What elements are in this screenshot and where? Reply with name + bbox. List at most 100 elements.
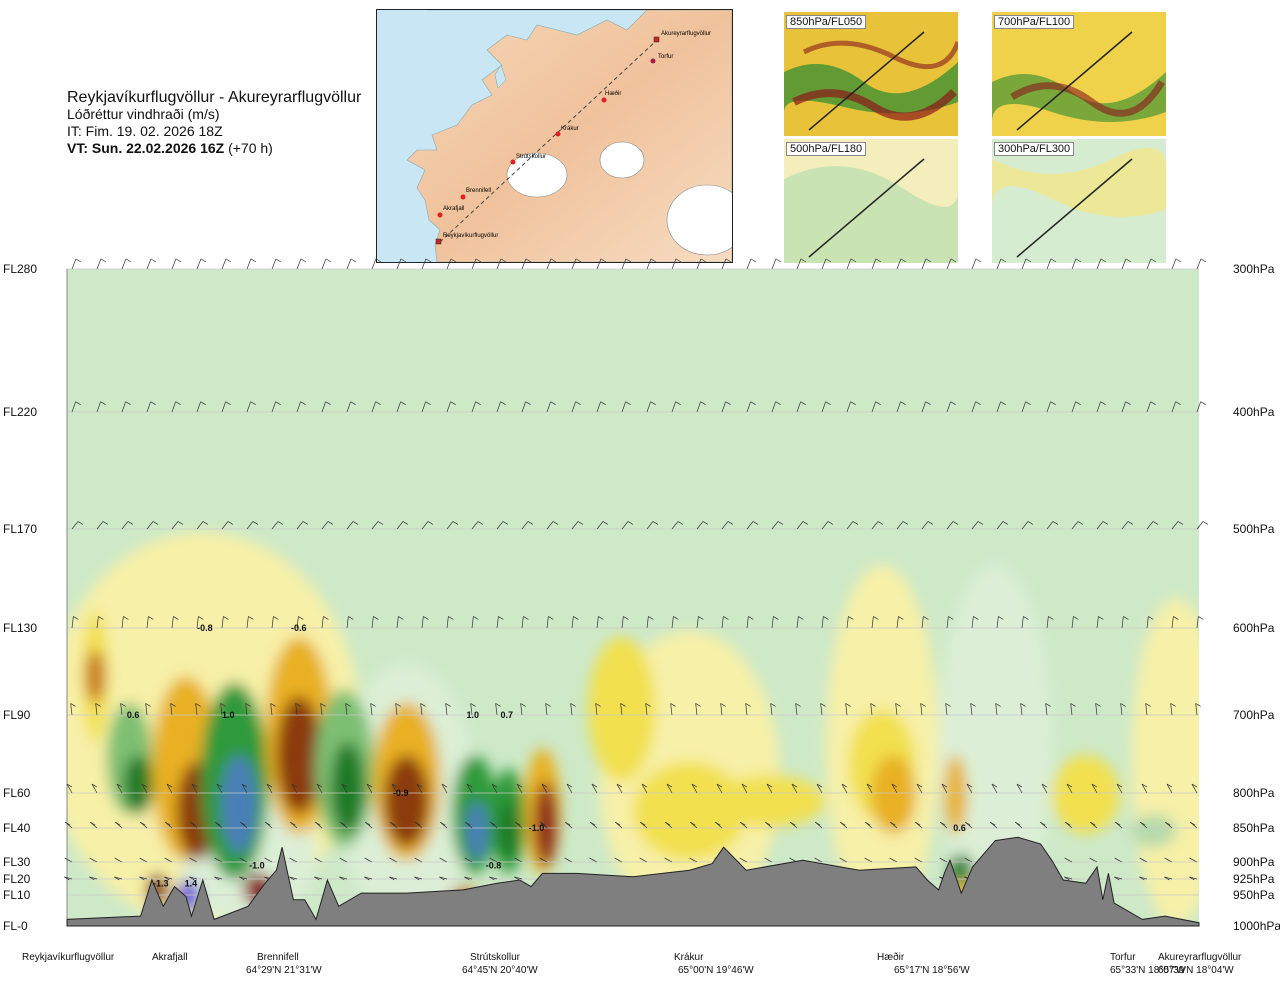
wind-barb-flag: [166, 783, 173, 788]
wind-barb-staff: [946, 401, 951, 413]
wind-barb-staff: [821, 521, 829, 530]
wind-barb-flag: [200, 401, 206, 405]
wind-barb-flag: [1123, 616, 1129, 620]
wind-barb-flag: [1050, 401, 1056, 405]
wind-barb-staff: [296, 401, 301, 413]
wind-barb-flag: [295, 703, 301, 707]
wind-barb-flag: [900, 401, 906, 405]
wind-barb-flag: [1089, 857, 1095, 862]
wind-barb-staff: [696, 616, 699, 629]
wind-barb-flag: [689, 857, 695, 862]
wind-barb-flag: [650, 258, 657, 263]
wind-barb-staff: [266, 783, 273, 794]
wind-barb-flag: [715, 821, 721, 826]
wind-barb-flag: [1202, 521, 1209, 525]
wind-barb-flag: [540, 821, 546, 826]
wind-barb-staff: [666, 783, 673, 794]
wind-barb-staff: [621, 258, 627, 270]
wind-barb-flag: [439, 876, 445, 881]
wind-barb-flag: [164, 857, 170, 862]
velocity-cell: [465, 801, 489, 861]
wind-barb-flag: [340, 821, 346, 826]
wind-barb-flag: [214, 876, 220, 881]
wind-barb-flag: [698, 616, 704, 620]
wind-barb-flag: [189, 857, 195, 862]
wind-barb-flag: [298, 616, 304, 620]
wind-barb-flag: [775, 258, 782, 263]
wind-barb-flag: [1152, 521, 1159, 525]
wind-barb-flag: [945, 703, 951, 707]
waypoint-coordinate: 64°29'N 21°31'W: [246, 965, 322, 976]
wind-barb-staff: [621, 616, 624, 629]
route-point-strutskollur: [510, 159, 516, 165]
wind-barb-staff: [320, 703, 323, 716]
waypoint-name: Akrafjall: [152, 952, 188, 963]
wind-barb-flag: [541, 783, 548, 788]
wind-barb-staff: [766, 783, 773, 794]
wind-barb-flag: [573, 616, 579, 620]
wind-barb-flag: [440, 821, 446, 826]
thumbnail-500hpa[interactable]: 500hPa/FL180: [784, 139, 958, 263]
wind-barb-staff: [1171, 258, 1177, 270]
wind-barb-staff: [291, 783, 298, 794]
wind-barb-staff: [239, 876, 248, 880]
wind-barb-flag: [466, 783, 473, 788]
wind-barb-staff: [1189, 876, 1198, 880]
wind-barb-flag: [552, 521, 559, 525]
wind-barb-flag: [1141, 783, 1148, 788]
wind-barb-staff: [1021, 258, 1027, 270]
wind-barb-staff: [746, 521, 754, 530]
thumbnail-map: [992, 139, 1166, 263]
thumbnail-700hpa[interactable]: 700hPa/FL100: [992, 12, 1166, 136]
route-point-label: Krákur: [561, 126, 579, 132]
wind-barb-flag: [975, 401, 981, 405]
wind-barb-flag: [550, 258, 557, 263]
wind-barb-staff: [139, 876, 148, 880]
wind-barb-staff: [91, 783, 98, 794]
thumbnail-300hpa[interactable]: 300hPa/FL300: [992, 139, 1166, 263]
wind-barb-staff: [221, 616, 224, 629]
wind-barb-flag: [920, 703, 926, 707]
wind-barb-flag: [791, 783, 798, 788]
wind-barb-staff: [596, 521, 604, 530]
wind-barb-flag: [316, 783, 323, 788]
flight-level-label: FL130: [3, 621, 37, 635]
velocity-value-label: -0.9: [393, 788, 409, 798]
wind-barb-staff: [1046, 401, 1051, 413]
wind-barb-staff: [571, 521, 579, 530]
wind-barb-flag: [165, 821, 171, 826]
wind-barb-flag: [345, 703, 351, 707]
wind-barb-flag: [98, 616, 104, 620]
wind-barb-flag: [1148, 616, 1154, 620]
wind-barb-flag: [465, 821, 471, 826]
wind-barb-flag: [840, 821, 846, 826]
thumbnail-850hpa[interactable]: 850hPa/FL050: [784, 12, 958, 136]
wind-barb-staff: [71, 401, 76, 413]
wind-barb-staff: [621, 401, 626, 413]
wind-barb-flag: [1016, 783, 1023, 788]
wind-barb-staff: [891, 783, 898, 794]
wind-barb-staff: [289, 876, 298, 880]
wind-barb-staff: [796, 521, 804, 530]
wind-barb-staff: [345, 703, 348, 716]
wind-barb-staff: [946, 258, 952, 270]
velocity-cell: [220, 755, 258, 854]
vertical-velocity-field: [67, 531, 1199, 926]
wind-barb-flag: [414, 876, 420, 881]
wind-barb-staff: [645, 703, 648, 716]
wind-barb-flag: [1064, 857, 1070, 862]
wind-barb-flag: [1189, 857, 1195, 862]
wind-barb-flag: [73, 616, 79, 620]
wind-barb-staff: [371, 258, 377, 270]
wind-barb-flag: [175, 258, 182, 263]
wind-barb-flag: [991, 783, 998, 788]
wind-barb-flag: [1165, 821, 1171, 826]
wind-barb-staff: [516, 783, 523, 794]
wind-barb-flag: [723, 616, 729, 620]
wind-barb-staff: [121, 616, 124, 629]
wind-barb-flag: [675, 401, 681, 405]
wind-barb-flag: [125, 258, 132, 263]
velocity-value-label: 1.0: [222, 710, 235, 720]
wind-barb-flag: [91, 783, 98, 788]
wind-barb-staff: [1021, 616, 1024, 629]
